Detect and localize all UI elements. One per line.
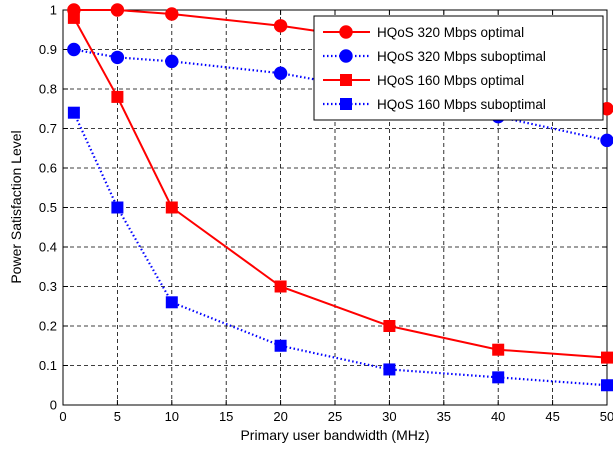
data-point: [600, 133, 613, 148]
legend-label: HQoS 160 Mbps suboptimal: [377, 97, 546, 112]
data-point: [601, 351, 613, 364]
y-tick-label: 0.9: [39, 42, 57, 57]
x-tick-label: 10: [165, 409, 179, 424]
y-axis-title: Power Satisfaction Level: [8, 130, 24, 283]
data-point: [492, 371, 505, 384]
axis-ticks: 0 5 10 15 20 25 30 35 40 45 50 0 0.1 0.2 0.3 0.4 0.5 0.6 0…: [39, 3, 613, 425]
y-tick-label: 0: [50, 398, 57, 413]
legend-entry: HQoS 160 Mbps optimal: [323, 73, 524, 88]
y-tick-label: 1: [50, 3, 57, 18]
data-point: [111, 90, 124, 103]
data-point: [111, 201, 124, 214]
data-point: [274, 280, 287, 293]
data-point: [273, 19, 288, 33]
legend-entry: HQoS 320 Mbps optimal: [323, 25, 524, 40]
x-tick-label: 20: [273, 409, 287, 424]
data-point: [67, 106, 80, 119]
legend-label: HQoS 320 Mbps optimal: [377, 25, 524, 40]
y-tick-label: 0.2: [39, 319, 57, 334]
x-tick-label: 0: [59, 409, 66, 424]
legend-label: HQoS 320 Mbps suboptimal: [377, 49, 546, 64]
legend: HQoS 320 Mbps optimal HQoS 320 Mbps subop…: [313, 15, 604, 121]
y-tick-label: 0.6: [39, 161, 57, 176]
legend-marker: [339, 49, 353, 63]
data-point: [67, 42, 81, 57]
legend-marker: [339, 25, 353, 39]
x-tick-label: 15: [219, 409, 233, 424]
data-point: [110, 3, 125, 17]
data-point: [601, 379, 613, 392]
data-point: [383, 320, 396, 332]
x-tick-label: 5: [114, 409, 121, 424]
y-tick-label: 0.4: [39, 240, 57, 255]
y-tick-label: 0.8: [39, 82, 57, 97]
y-tick-label: 0.5: [39, 200, 57, 215]
y-tick-label: 0.3: [39, 279, 57, 294]
y-tick-label: 0.1: [39, 358, 57, 373]
x-tick-label: 35: [437, 409, 451, 424]
series-4: [67, 106, 613, 392]
data-point: [165, 7, 179, 21]
data-point: [383, 363, 396, 376]
data-point: [110, 50, 125, 65]
legend-marker: [340, 98, 352, 110]
x-tick-label: 30: [382, 409, 396, 424]
data-point: [492, 343, 505, 356]
y-tick-label: 0.7: [39, 121, 57, 136]
legend-label: HQoS 160 Mbps optimal: [377, 73, 524, 88]
data-point: [165, 201, 178, 214]
x-axis-title: Primary user bandwidth (MHz): [240, 427, 429, 443]
legend-box: [313, 15, 604, 121]
data-point: [165, 296, 178, 309]
x-tick-label: 25: [328, 409, 342, 424]
data-point: [273, 66, 288, 80]
data-point: [67, 11, 80, 24]
x-tick-label: 40: [491, 409, 505, 424]
x-tick-label: 50: [600, 409, 613, 424]
x-tick-label: 45: [545, 409, 559, 424]
data-point: [165, 54, 179, 69]
data-point: [274, 339, 287, 352]
legend-marker: [340, 74, 352, 86]
legend-entry: HQoS 160 Mbps suboptimal: [323, 97, 546, 112]
legend-entry: HQoS 320 Mbps suboptimal: [323, 49, 546, 64]
